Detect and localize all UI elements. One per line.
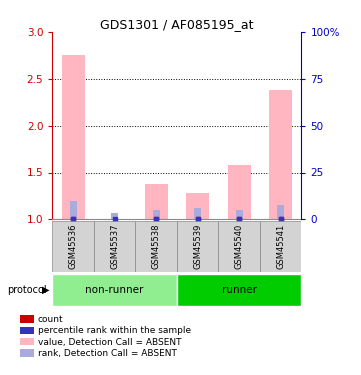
Text: percentile rank within the sample: percentile rank within the sample [38,326,191,335]
Text: ▶: ▶ [42,285,49,295]
Bar [52,274,177,306]
Bar [186,193,209,219]
Bar [277,206,284,219]
Text: GSM45537: GSM45537 [110,224,119,269]
Title: GDS1301 / AF085195_at: GDS1301 / AF085195_at [100,18,254,31]
Bar [194,208,201,219]
Text: runner: runner [222,285,257,295]
Bar [145,184,168,219]
Bar [228,165,251,219]
Bar [260,221,301,272]
Bar [269,90,292,219]
Bar [135,221,177,272]
Bar [62,56,84,219]
Text: GSM45538: GSM45538 [152,224,161,269]
Bar [111,213,118,219]
Bar [52,221,94,272]
Text: GSM45539: GSM45539 [193,224,202,269]
Bar [153,210,160,219]
Text: GSM45541: GSM45541 [276,224,285,269]
Bar [70,201,77,219]
Bar [94,221,135,272]
Bar [177,221,218,272]
Text: protocol: protocol [7,285,47,295]
Bar [218,221,260,272]
Text: non-runner: non-runner [86,285,144,295]
Text: rank, Detection Call = ABSENT: rank, Detection Call = ABSENT [38,349,177,358]
Text: GSM45536: GSM45536 [69,224,78,269]
Bar [236,210,243,219]
Text: count: count [38,315,64,324]
Text: value, Detection Call = ABSENT: value, Detection Call = ABSENT [38,338,182,346]
Text: GSM45540: GSM45540 [235,224,244,269]
Bar [177,274,301,306]
